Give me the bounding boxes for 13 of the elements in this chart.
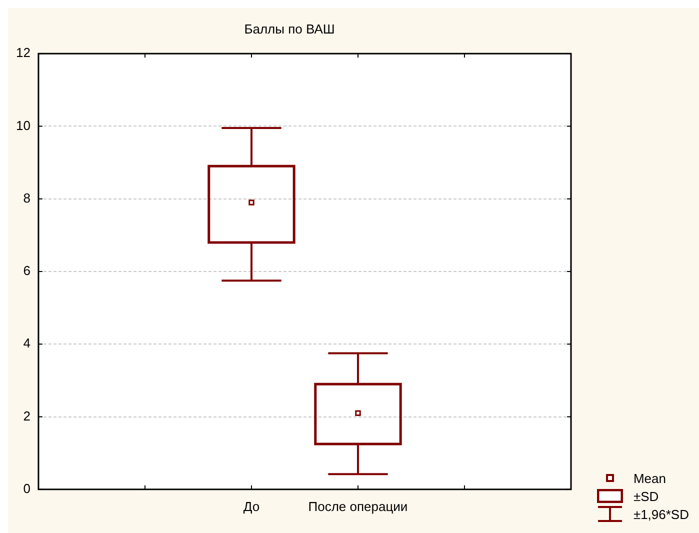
y-tick-label: 6 — [23, 263, 30, 278]
y-tick-label: 4 — [23, 336, 30, 351]
y-tick-label: 10 — [16, 118, 30, 133]
chart-title: Баллы по ВАШ — [244, 21, 335, 36]
x-tick-label: После операции — [308, 498, 408, 514]
y-tick-label: 12 — [16, 45, 30, 60]
text: ±1,96*SD — [633, 506, 689, 522]
y-tick-label: 2 — [23, 408, 30, 424]
y-tick-label: 8 — [23, 190, 30, 206]
text: Mean — [633, 470, 666, 486]
text: ±SD — [633, 488, 659, 504]
y-tick-label: 0 — [23, 480, 30, 496]
x-tick-label: До — [243, 498, 260, 514]
